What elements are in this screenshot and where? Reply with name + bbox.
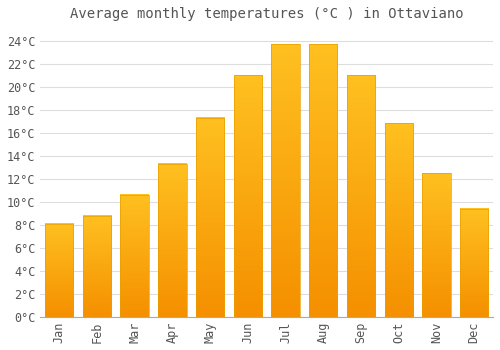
- Bar: [460, 209, 488, 317]
- Bar: [309, 44, 338, 317]
- Bar: [83, 216, 111, 317]
- Bar: [384, 124, 413, 317]
- Bar: [234, 75, 262, 317]
- Bar: [234, 75, 262, 317]
- Bar: [83, 216, 111, 317]
- Bar: [272, 44, 299, 317]
- Bar: [196, 118, 224, 317]
- Bar: [384, 124, 413, 317]
- Bar: [120, 195, 149, 317]
- Bar: [196, 118, 224, 317]
- Bar: [158, 164, 186, 317]
- Bar: [45, 224, 74, 317]
- Bar: [272, 44, 299, 317]
- Bar: [422, 173, 450, 317]
- Bar: [158, 164, 186, 317]
- Bar: [45, 224, 74, 317]
- Bar: [347, 75, 375, 317]
- Bar: [460, 209, 488, 317]
- Bar: [309, 44, 338, 317]
- Bar: [120, 195, 149, 317]
- Bar: [347, 75, 375, 317]
- Bar: [422, 173, 450, 317]
- Title: Average monthly temperatures (°C ) in Ottaviano: Average monthly temperatures (°C ) in Ot…: [70, 7, 464, 21]
